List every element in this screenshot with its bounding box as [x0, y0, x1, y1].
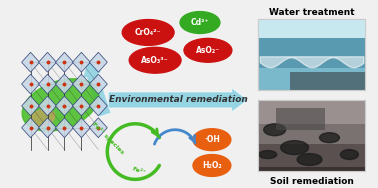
Text: Fe³⁺ species: Fe³⁺ species	[91, 121, 125, 155]
Polygon shape	[39, 74, 56, 94]
Ellipse shape	[122, 20, 174, 45]
Polygon shape	[56, 118, 73, 138]
Polygon shape	[73, 96, 90, 116]
Polygon shape	[56, 74, 73, 94]
Polygon shape	[22, 118, 40, 138]
Polygon shape	[89, 52, 107, 72]
Text: Fe²⁺: Fe²⁺	[131, 167, 146, 176]
Polygon shape	[73, 74, 90, 94]
Polygon shape	[89, 96, 107, 116]
FancyBboxPatch shape	[258, 38, 366, 68]
Ellipse shape	[193, 155, 231, 176]
Ellipse shape	[129, 47, 181, 73]
FancyBboxPatch shape	[258, 19, 366, 38]
Polygon shape	[22, 74, 40, 94]
Text: H₂O₂: H₂O₂	[202, 161, 222, 170]
Ellipse shape	[193, 129, 231, 151]
FancyBboxPatch shape	[258, 144, 366, 168]
FancyBboxPatch shape	[258, 124, 366, 144]
Ellipse shape	[180, 12, 220, 33]
Ellipse shape	[341, 150, 358, 159]
Polygon shape	[39, 118, 56, 138]
FancyArrow shape	[108, 88, 248, 112]
FancyBboxPatch shape	[258, 168, 366, 171]
Polygon shape	[39, 96, 56, 116]
Ellipse shape	[297, 154, 322, 165]
Text: ·OH: ·OH	[204, 135, 220, 144]
Polygon shape	[56, 52, 73, 72]
FancyBboxPatch shape	[276, 108, 325, 130]
Text: AsO₃³⁻: AsO₃³⁻	[141, 56, 169, 65]
Polygon shape	[56, 96, 73, 116]
Ellipse shape	[184, 38, 232, 62]
Polygon shape	[22, 52, 40, 72]
Ellipse shape	[259, 151, 277, 158]
FancyArrow shape	[83, 60, 111, 117]
FancyBboxPatch shape	[258, 19, 366, 90]
Ellipse shape	[30, 109, 55, 126]
Text: Cd²⁺: Cd²⁺	[191, 18, 209, 27]
Polygon shape	[39, 52, 56, 72]
Ellipse shape	[22, 79, 99, 131]
Text: AsO₂⁻: AsO₂⁻	[196, 46, 220, 55]
Ellipse shape	[264, 124, 286, 136]
Polygon shape	[22, 96, 40, 116]
FancyBboxPatch shape	[290, 72, 366, 90]
Text: Soil remediation: Soil remediation	[270, 177, 353, 186]
Text: Environmental remediation: Environmental remediation	[108, 96, 248, 105]
Text: Water treatment: Water treatment	[269, 8, 354, 17]
Ellipse shape	[280, 141, 308, 155]
Text: CrO₄²⁻: CrO₄²⁻	[135, 28, 161, 37]
Ellipse shape	[319, 133, 339, 143]
Polygon shape	[73, 118, 90, 138]
Polygon shape	[73, 52, 90, 72]
Polygon shape	[89, 74, 107, 94]
Polygon shape	[89, 118, 107, 138]
FancyBboxPatch shape	[258, 100, 366, 124]
FancyBboxPatch shape	[258, 100, 366, 171]
